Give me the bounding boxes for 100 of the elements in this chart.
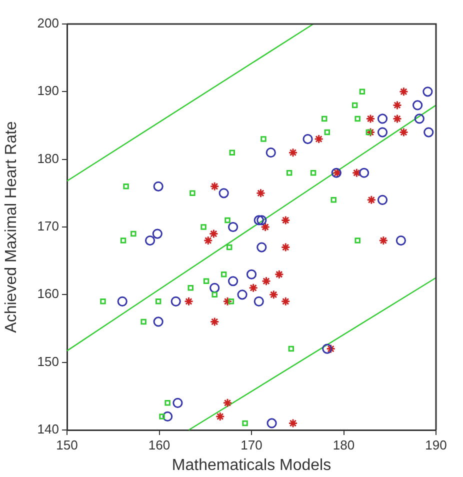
point: [120, 238, 126, 244]
point: [260, 222, 270, 232]
point: [322, 116, 328, 122]
point: [212, 292, 218, 298]
point: [266, 148, 276, 158]
point: [326, 344, 336, 354]
point: [172, 398, 183, 408]
point: [280, 296, 290, 306]
point: [218, 188, 229, 198]
x-tick-label: 160: [148, 437, 170, 452]
point: [200, 224, 206, 230]
point: [288, 148, 298, 158]
point: [414, 114, 424, 124]
y-tick-label: 150: [37, 354, 59, 369]
point: [302, 134, 313, 144]
point: [190, 190, 196, 196]
point: [229, 150, 235, 156]
point: [366, 195, 376, 205]
point: [246, 269, 257, 280]
point: [242, 420, 248, 426]
point: [286, 170, 292, 176]
point: [210, 182, 220, 192]
x-tick-label: 190: [425, 437, 447, 452]
x-tick-label: 180: [332, 437, 355, 452]
y-axis-title: Achieved Maximal Heart Rate: [3, 121, 20, 333]
point: [288, 346, 294, 352]
y-tick-label: 140: [37, 422, 59, 437]
point: [330, 197, 336, 203]
point: [392, 114, 402, 124]
point: [215, 412, 225, 422]
point: [226, 244, 232, 250]
y-tick-label: 170: [37, 218, 59, 234]
point: [398, 128, 408, 138]
point: [159, 414, 165, 420]
point: [378, 236, 388, 246]
y-tick-label: 190: [37, 83, 59, 98]
point: [260, 136, 266, 142]
point: [155, 298, 162, 304]
point: [424, 127, 434, 138]
y-tick-label: 160: [37, 286, 59, 302]
point: [130, 230, 136, 237]
point: [170, 296, 181, 306]
point: [140, 318, 146, 325]
point: [164, 400, 170, 406]
point: [322, 344, 332, 354]
point: [392, 100, 402, 110]
point: [352, 168, 362, 178]
point: [220, 271, 227, 278]
point: [366, 129, 372, 136]
point: [274, 270, 284, 280]
point: [256, 242, 267, 252]
point: [256, 215, 267, 226]
point: [314, 134, 324, 144]
point: [184, 296, 194, 306]
point: [144, 235, 156, 246]
point: [210, 282, 220, 293]
point: [222, 398, 232, 408]
point: [377, 194, 388, 205]
point: [359, 88, 366, 95]
y-tick-label: 200: [37, 16, 59, 31]
point: [354, 238, 360, 244]
point: [324, 129, 330, 136]
point: [188, 285, 194, 291]
point: [377, 127, 388, 138]
point: [280, 215, 290, 225]
point: [203, 278, 210, 284]
point: [256, 188, 266, 198]
x-tick-label: 150: [56, 437, 78, 452]
point: [153, 181, 164, 192]
point: [288, 418, 298, 428]
point: [224, 217, 230, 224]
point: [208, 229, 218, 239]
point: [100, 298, 106, 304]
point: [377, 114, 388, 124]
point: [352, 102, 358, 108]
point: [254, 215, 264, 226]
point: [398, 86, 408, 96]
point: [358, 168, 370, 178]
point: [228, 222, 238, 232]
point: [237, 290, 248, 300]
point: [354, 116, 360, 122]
y-tick-label: 180: [37, 150, 59, 166]
point: [203, 236, 213, 246]
point: [117, 296, 128, 306]
point: [262, 276, 272, 286]
point: [366, 128, 376, 138]
point: [248, 283, 258, 293]
point: [123, 184, 129, 190]
point: [228, 276, 238, 286]
x-tick-label: 170: [240, 437, 262, 452]
point: [266, 418, 277, 428]
point: [222, 296, 232, 306]
x-axis-title: Mathematicals Models: [172, 456, 332, 474]
point: [412, 100, 423, 110]
point: [162, 411, 173, 422]
point: [366, 114, 376, 124]
point: [422, 86, 433, 97]
point: [254, 296, 264, 306]
point: [153, 316, 164, 327]
point: [310, 170, 316, 176]
